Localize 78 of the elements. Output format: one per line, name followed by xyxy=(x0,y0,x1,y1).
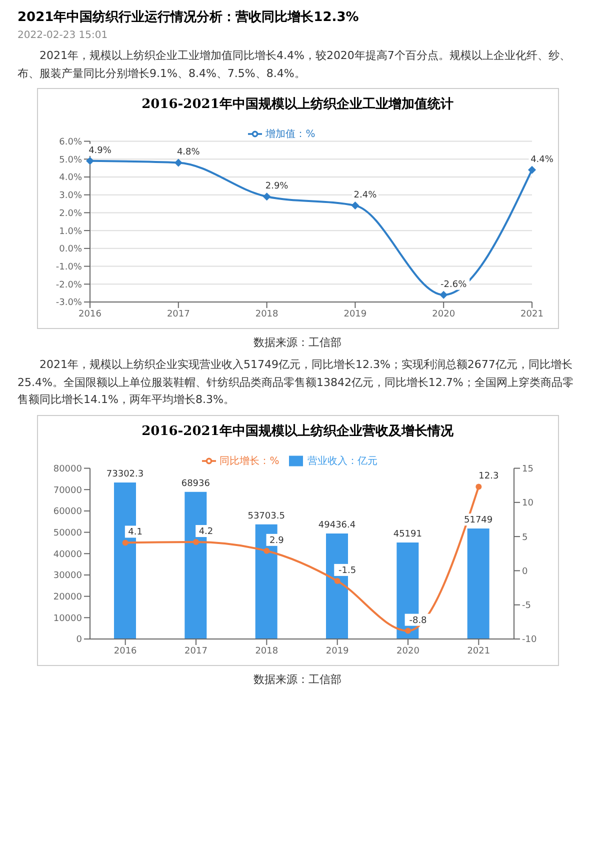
legend-label: 营业收入：亿元 xyxy=(307,456,378,467)
y-tick-label: -3.0% xyxy=(55,298,82,308)
point xyxy=(475,484,482,490)
data-label: 2.9% xyxy=(264,182,288,192)
data-label: -8.8 xyxy=(408,616,427,626)
y-tick-label: -1.0% xyxy=(55,262,82,273)
point xyxy=(122,540,128,546)
x-tick-label: 2017 xyxy=(184,646,207,656)
data-label: 51749 xyxy=(464,516,492,526)
point xyxy=(334,578,340,584)
y-tick-label: 3.0% xyxy=(58,191,82,202)
y-tick-label: 60000 xyxy=(52,507,82,518)
text: 2022-02-23 15:01 xyxy=(18,30,109,41)
legend-label: 同比增长：% xyxy=(220,456,280,467)
x-tick-label: 2021 xyxy=(520,310,543,320)
point xyxy=(528,166,536,174)
text: 2021年，规模以上纺织企业实现营业收入51749亿元，同比增长12.3%；实现利润总额2677亿元，同比增长25.4%。全国限额以上单位服装鞋帽、针纺织品类商品零售额13842亿元，同比增长12.7%；全国网上穿类商品零售额同比增长14.1%，两年平均增长8.3%。 xyxy=(18,357,574,408)
point xyxy=(350,202,359,210)
x-tick-label: 2018 xyxy=(254,310,278,320)
x-tick-label: 2019 xyxy=(343,310,366,320)
y-tick-label: -2.0% xyxy=(55,280,82,291)
y2-tick-label: 10 xyxy=(522,498,534,509)
data-label: 4.8% xyxy=(176,148,200,158)
point xyxy=(86,157,94,166)
y-tick-label: 20000 xyxy=(52,592,82,602)
text: 2021年中国纺织行业运行情况分析：营收同比增长12.3% xyxy=(18,8,360,26)
y2-tick-label: 0 xyxy=(522,566,528,577)
x-tick-label: 2016 xyxy=(113,646,137,656)
x-tick-label: 2018 xyxy=(254,646,278,656)
data-label: 68936 xyxy=(180,478,210,489)
y2-tick-label: 5 xyxy=(522,532,528,543)
data-label: 73302.3 xyxy=(106,470,144,480)
data-label: 2.9 xyxy=(269,536,284,546)
data-label: 45191 xyxy=(392,530,422,540)
point xyxy=(263,548,270,554)
data-label: 49436.4 xyxy=(318,520,356,530)
data-label: 4.2 xyxy=(198,526,213,537)
bar xyxy=(466,528,489,639)
x-tick-label: 2016 xyxy=(78,310,102,320)
y-tick-label: 80000 xyxy=(52,464,82,474)
y-tick-label: 0.0% xyxy=(58,244,82,255)
x-tick-label: 2021 xyxy=(466,646,490,656)
point xyxy=(262,192,270,201)
source-note: 数据来源：工信部 xyxy=(252,335,342,350)
data-label: 4.4% xyxy=(530,155,554,166)
data-label: -1.5 xyxy=(338,566,356,576)
point xyxy=(192,538,198,545)
y-tick-label: 1.0% xyxy=(58,226,82,237)
text: 2021年，规模以上纺织企业工业增加值同比增长4.4%，较2020年提高7个百分点。规模以上企业化纤、纱、布、服装产量同比分别增长9.1%、8.4%、7.5%、8.4%。 xyxy=(18,48,572,82)
data-label: 4.1 xyxy=(128,528,142,538)
data-label: 2.4% xyxy=(353,190,377,201)
y-tick-label: 6.0% xyxy=(58,138,82,148)
y2-tick-label: -5 xyxy=(522,601,530,612)
y-tick-label: 50000 xyxy=(52,528,82,538)
y-tick-label: 5.0% xyxy=(58,156,82,166)
y-tick-label: 40000 xyxy=(52,550,82,560)
chart-title: 2016-2021年中国规模以上纺织企业营收及增长情况 xyxy=(140,422,454,440)
y-tick-label: 0 xyxy=(76,635,82,646)
x-tick-label: 2020 xyxy=(432,310,455,320)
y-tick-label: 10000 xyxy=(52,614,82,624)
data-label: 4.9% xyxy=(88,146,112,156)
point xyxy=(404,628,410,634)
y-tick-label: 70000 xyxy=(52,486,82,496)
y-tick-label: 2.0% xyxy=(58,209,82,220)
y2-tick-label: -10 xyxy=(522,635,536,646)
data-label: 53703.5 xyxy=(247,511,284,522)
y-tick-label: 4.0% xyxy=(58,173,82,184)
x-tick-label: 2017 xyxy=(166,310,190,320)
y2-tick-label: 15 xyxy=(522,464,533,474)
data-label: 12.3 xyxy=(478,472,498,482)
x-tick-label: 2020 xyxy=(396,646,420,656)
chart-title: 2016-2021年中国规模以上纺织企业工业增加值统计 xyxy=(140,96,454,114)
source-note: 数据来源：工信部 xyxy=(252,672,342,687)
data-label: -2.6% xyxy=(440,280,467,290)
legend-label: 增加值：% xyxy=(266,129,316,140)
y-tick-label: 30000 xyxy=(52,571,82,582)
x-tick-label: 2019 xyxy=(325,646,349,656)
point xyxy=(439,291,448,300)
